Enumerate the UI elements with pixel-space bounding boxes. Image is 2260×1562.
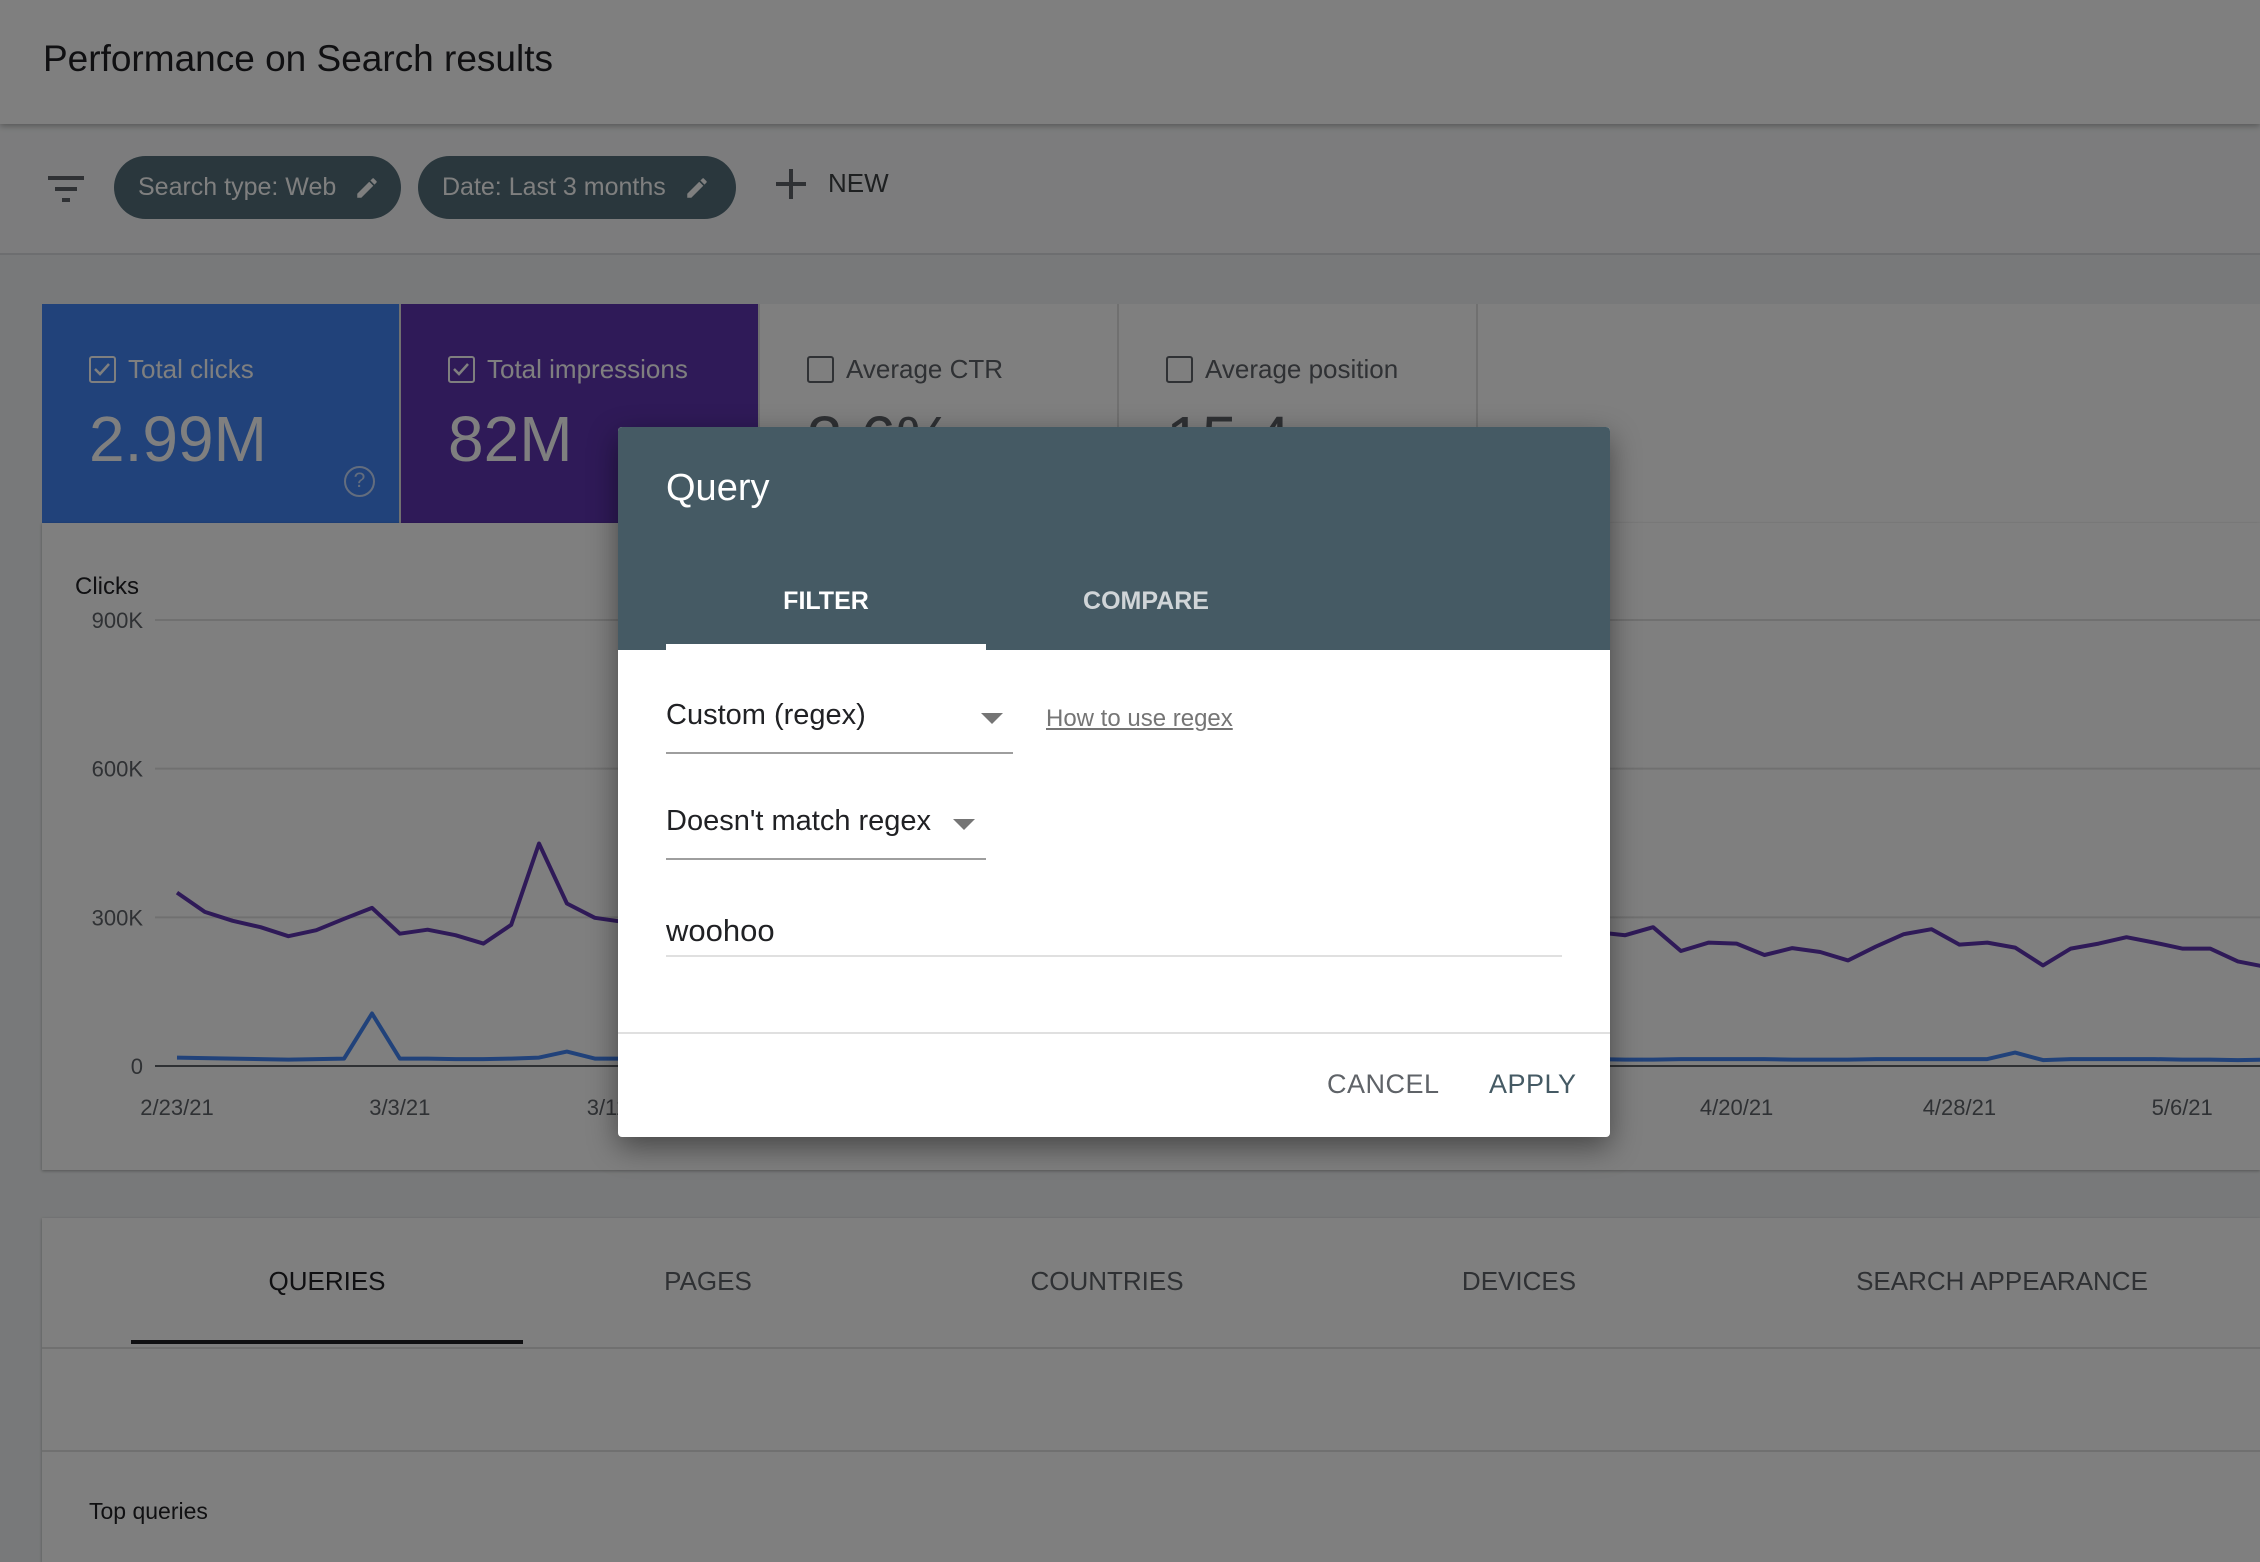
dialog-divider — [618, 1032, 1610, 1034]
regex-help-link[interactable]: How to use regex — [1046, 705, 1233, 732]
apply-button[interactable]: APPLY — [1489, 1069, 1577, 1099]
query-input[interactable] — [666, 907, 1562, 957]
dialog-title: Query — [666, 467, 770, 509]
dropdown-arrow-icon — [981, 713, 1003, 724]
tab-compare[interactable]: COMPARE — [1083, 587, 1209, 615]
cancel-button[interactable]: CANCEL — [1327, 1069, 1440, 1099]
match-type-dropdown[interactable]: Doesn't match regex — [666, 805, 986, 860]
query-filter-dialog: Query FILTER COMPARE Custom (regex) How … — [618, 427, 1610, 1137]
active-tab-indicator — [666, 644, 986, 650]
dialog-header: Query FILTER COMPARE — [618, 427, 1610, 650]
tab-filter[interactable]: FILTER — [783, 587, 869, 615]
dropdown-arrow-icon — [953, 819, 975, 830]
dropdown-value: Custom (regex) — [666, 699, 866, 731]
filter-type-dropdown[interactable]: Custom (regex) — [666, 699, 1013, 754]
dropdown-value: Doesn't match regex — [666, 805, 932, 837]
